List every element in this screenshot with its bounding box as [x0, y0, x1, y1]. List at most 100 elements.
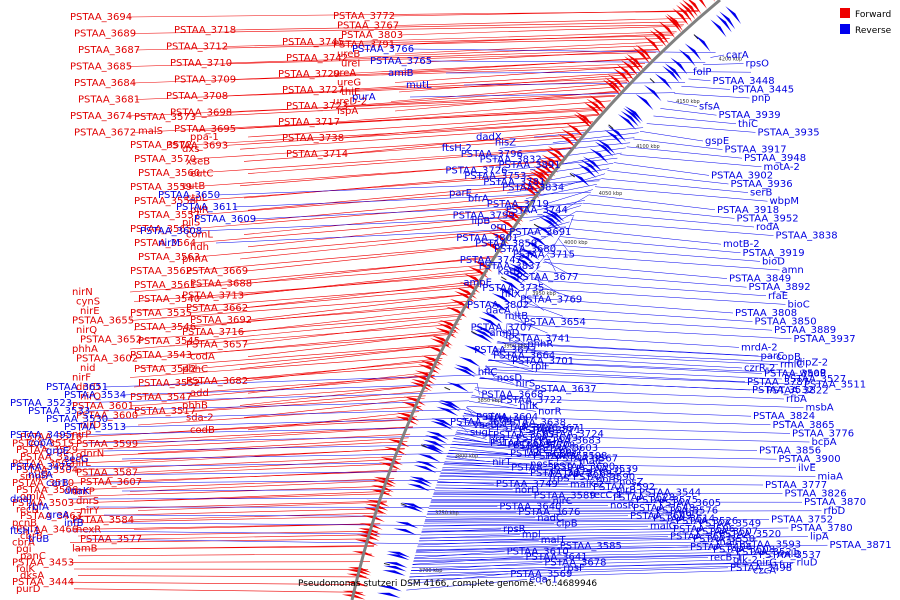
- reverse-leader-line: [416, 544, 738, 551]
- forward-leader-line: [394, 41, 667, 55]
- reverse-gene-label: PSTAA_3532: [752, 385, 814, 396]
- reverse-gene-label: PSTAA_3690: [553, 461, 615, 472]
- reverse-gene-label: pnp: [752, 93, 771, 104]
- forward-gene-label: PSTAA_3803: [341, 30, 403, 41]
- reverse-gene-label: PSTAA_3865: [773, 420, 835, 431]
- forward-gene-label: PSTAA_3560: [138, 168, 200, 179]
- forward-feature: [401, 401, 424, 411]
- genome-caption: Pseudomonas stutzeri DSM 4166, complete …: [298, 579, 597, 589]
- forward-gene-label: PSTAA_3577: [80, 534, 142, 545]
- reverse-feature: [684, 43, 702, 61]
- forward-leader-line: [394, 17, 691, 26]
- reverse-gene-label: motA-2: [764, 162, 800, 173]
- forward-gene-label: PSTAA_3559: [130, 182, 192, 193]
- reverse-leader-line: [410, 564, 778, 574]
- reverse-gene-label: czrR-2: [744, 363, 775, 374]
- forward-gene-label: PSTAA_3466: [16, 524, 78, 535]
- forward-gene-label: phnA: [182, 254, 208, 265]
- reverse-gene-label: PSTAA_3719: [487, 199, 549, 210]
- reverse-leader-line: [451, 444, 558, 452]
- reverse-leader-line: [547, 254, 556, 272]
- reverse-gene-label: PSTAA_3592: [593, 482, 655, 493]
- reverse-feature: [594, 141, 614, 157]
- reverse-leader-line: [633, 138, 723, 150]
- tick-mark: [569, 173, 576, 178]
- reverse-leader-line: [454, 435, 489, 444]
- forward-gene-label: PSTAA_3729: [278, 69, 340, 80]
- reverse-leader-line: [688, 78, 711, 82]
- reverse-leader-line: [536, 271, 541, 289]
- reverse-feature: [604, 129, 623, 146]
- reverse-gene-label: PSTAA_3590: [573, 472, 635, 483]
- reverse-gene-label: PSTAA_3550: [693, 534, 755, 545]
- forward-gene-label: PSTAA_3444: [12, 577, 74, 588]
- reverse-leader-line: [462, 415, 771, 426]
- reverse-gene-label: trpS: [549, 474, 570, 485]
- reverse-leader-line: [433, 493, 532, 496]
- reverse-leader-line: [537, 270, 747, 288]
- reverse-leader-line: [565, 227, 722, 245]
- reverse-gene-label: PSTAA_3639: [511, 462, 573, 473]
- reverse-feature: [378, 585, 402, 592]
- forward-gene-label: nid: [80, 363, 95, 374]
- reverse-leader-line: [456, 429, 515, 439]
- reverse-gene-label: infB: [64, 518, 84, 529]
- reverse-gene-label: norC: [679, 508, 703, 519]
- forward-feature: [679, 1, 696, 20]
- genome-backbone: [350, 0, 721, 600]
- reverse-leader-line: [465, 409, 498, 420]
- reverse-gene-label: clpB: [556, 518, 578, 529]
- reverse-gene-label: PSTAA_3722: [500, 395, 562, 406]
- reverse-gene-label: phhR: [527, 339, 553, 350]
- reverse-gene-label: amiB: [388, 68, 414, 79]
- reverse-leader-line: [463, 413, 502, 423]
- reverse-leader-line: [533, 277, 560, 295]
- reverse-feature: [481, 311, 503, 323]
- forward-gene-label: PSTAA_3672: [74, 128, 136, 139]
- forward-gene-label: pilS: [182, 217, 200, 228]
- forward-leader-line: [129, 323, 460, 350]
- forward-leader-line: [77, 441, 408, 458]
- reverse-gene-label: motB-2: [723, 239, 760, 250]
- reverse-gene-label: vacB: [473, 420, 498, 431]
- reverse-leader-line: [488, 358, 536, 373]
- forward-gene-label: PSTAA_3584: [72, 515, 134, 526]
- reverse-gene-label: PSTAA_3531: [670, 532, 732, 543]
- reverse-gene-label: ftsH-2: [442, 143, 472, 154]
- forward-leader-line: [247, 371, 437, 394]
- reverse-gene-label: secG: [64, 454, 89, 465]
- forward-leader-line: [247, 293, 476, 321]
- reverse-gene-label: amn: [782, 265, 804, 276]
- reverse-leader-line: [470, 396, 804, 408]
- reverse-feature: [617, 114, 636, 130]
- reverse-leader-line: [423, 523, 698, 527]
- forward-gene-label: dnrS: [76, 496, 99, 507]
- forward-leader-line: [77, 553, 372, 557]
- forward-leader-line: [390, 82, 628, 102]
- reverse-feature: [408, 479, 432, 488]
- forward-feature: [573, 113, 593, 129]
- forward-leader-line: [343, 86, 624, 107]
- reverse-leader-line: [521, 296, 734, 314]
- reverse-gene-label: malF: [716, 537, 741, 548]
- forward-feature: [371, 484, 394, 493]
- reverse-leader-line: [418, 536, 809, 542]
- forward-feature: [409, 381, 432, 392]
- forward-gene-label: dnrP: [72, 487, 95, 498]
- forward-gene-label: smpB: [20, 472, 48, 483]
- reverse-leader-line: [491, 352, 529, 367]
- forward-leader-line: [398, 25, 683, 36]
- forward-gene-label: PSTAA_3694: [70, 12, 132, 23]
- reverse-gene-label: sugE: [470, 428, 494, 439]
- reverse-leader-line: [506, 323, 508, 339]
- reverse-gene-label: PSTAA_3952: [737, 213, 799, 224]
- forward-gene-label: nirY: [80, 506, 100, 517]
- reverse-leader-line: [121, 383, 478, 396]
- reverse-feature: [507, 266, 529, 279]
- reverse-gene-label: bioD: [762, 256, 785, 267]
- reverse-feature: [580, 159, 600, 175]
- reverse-leader-line: [497, 341, 759, 357]
- forward-gene-label: PSTAA_3542: [134, 364, 196, 375]
- reverse-gene-label: nirB: [616, 485, 636, 496]
- reverse-leader-line: [548, 210, 578, 227]
